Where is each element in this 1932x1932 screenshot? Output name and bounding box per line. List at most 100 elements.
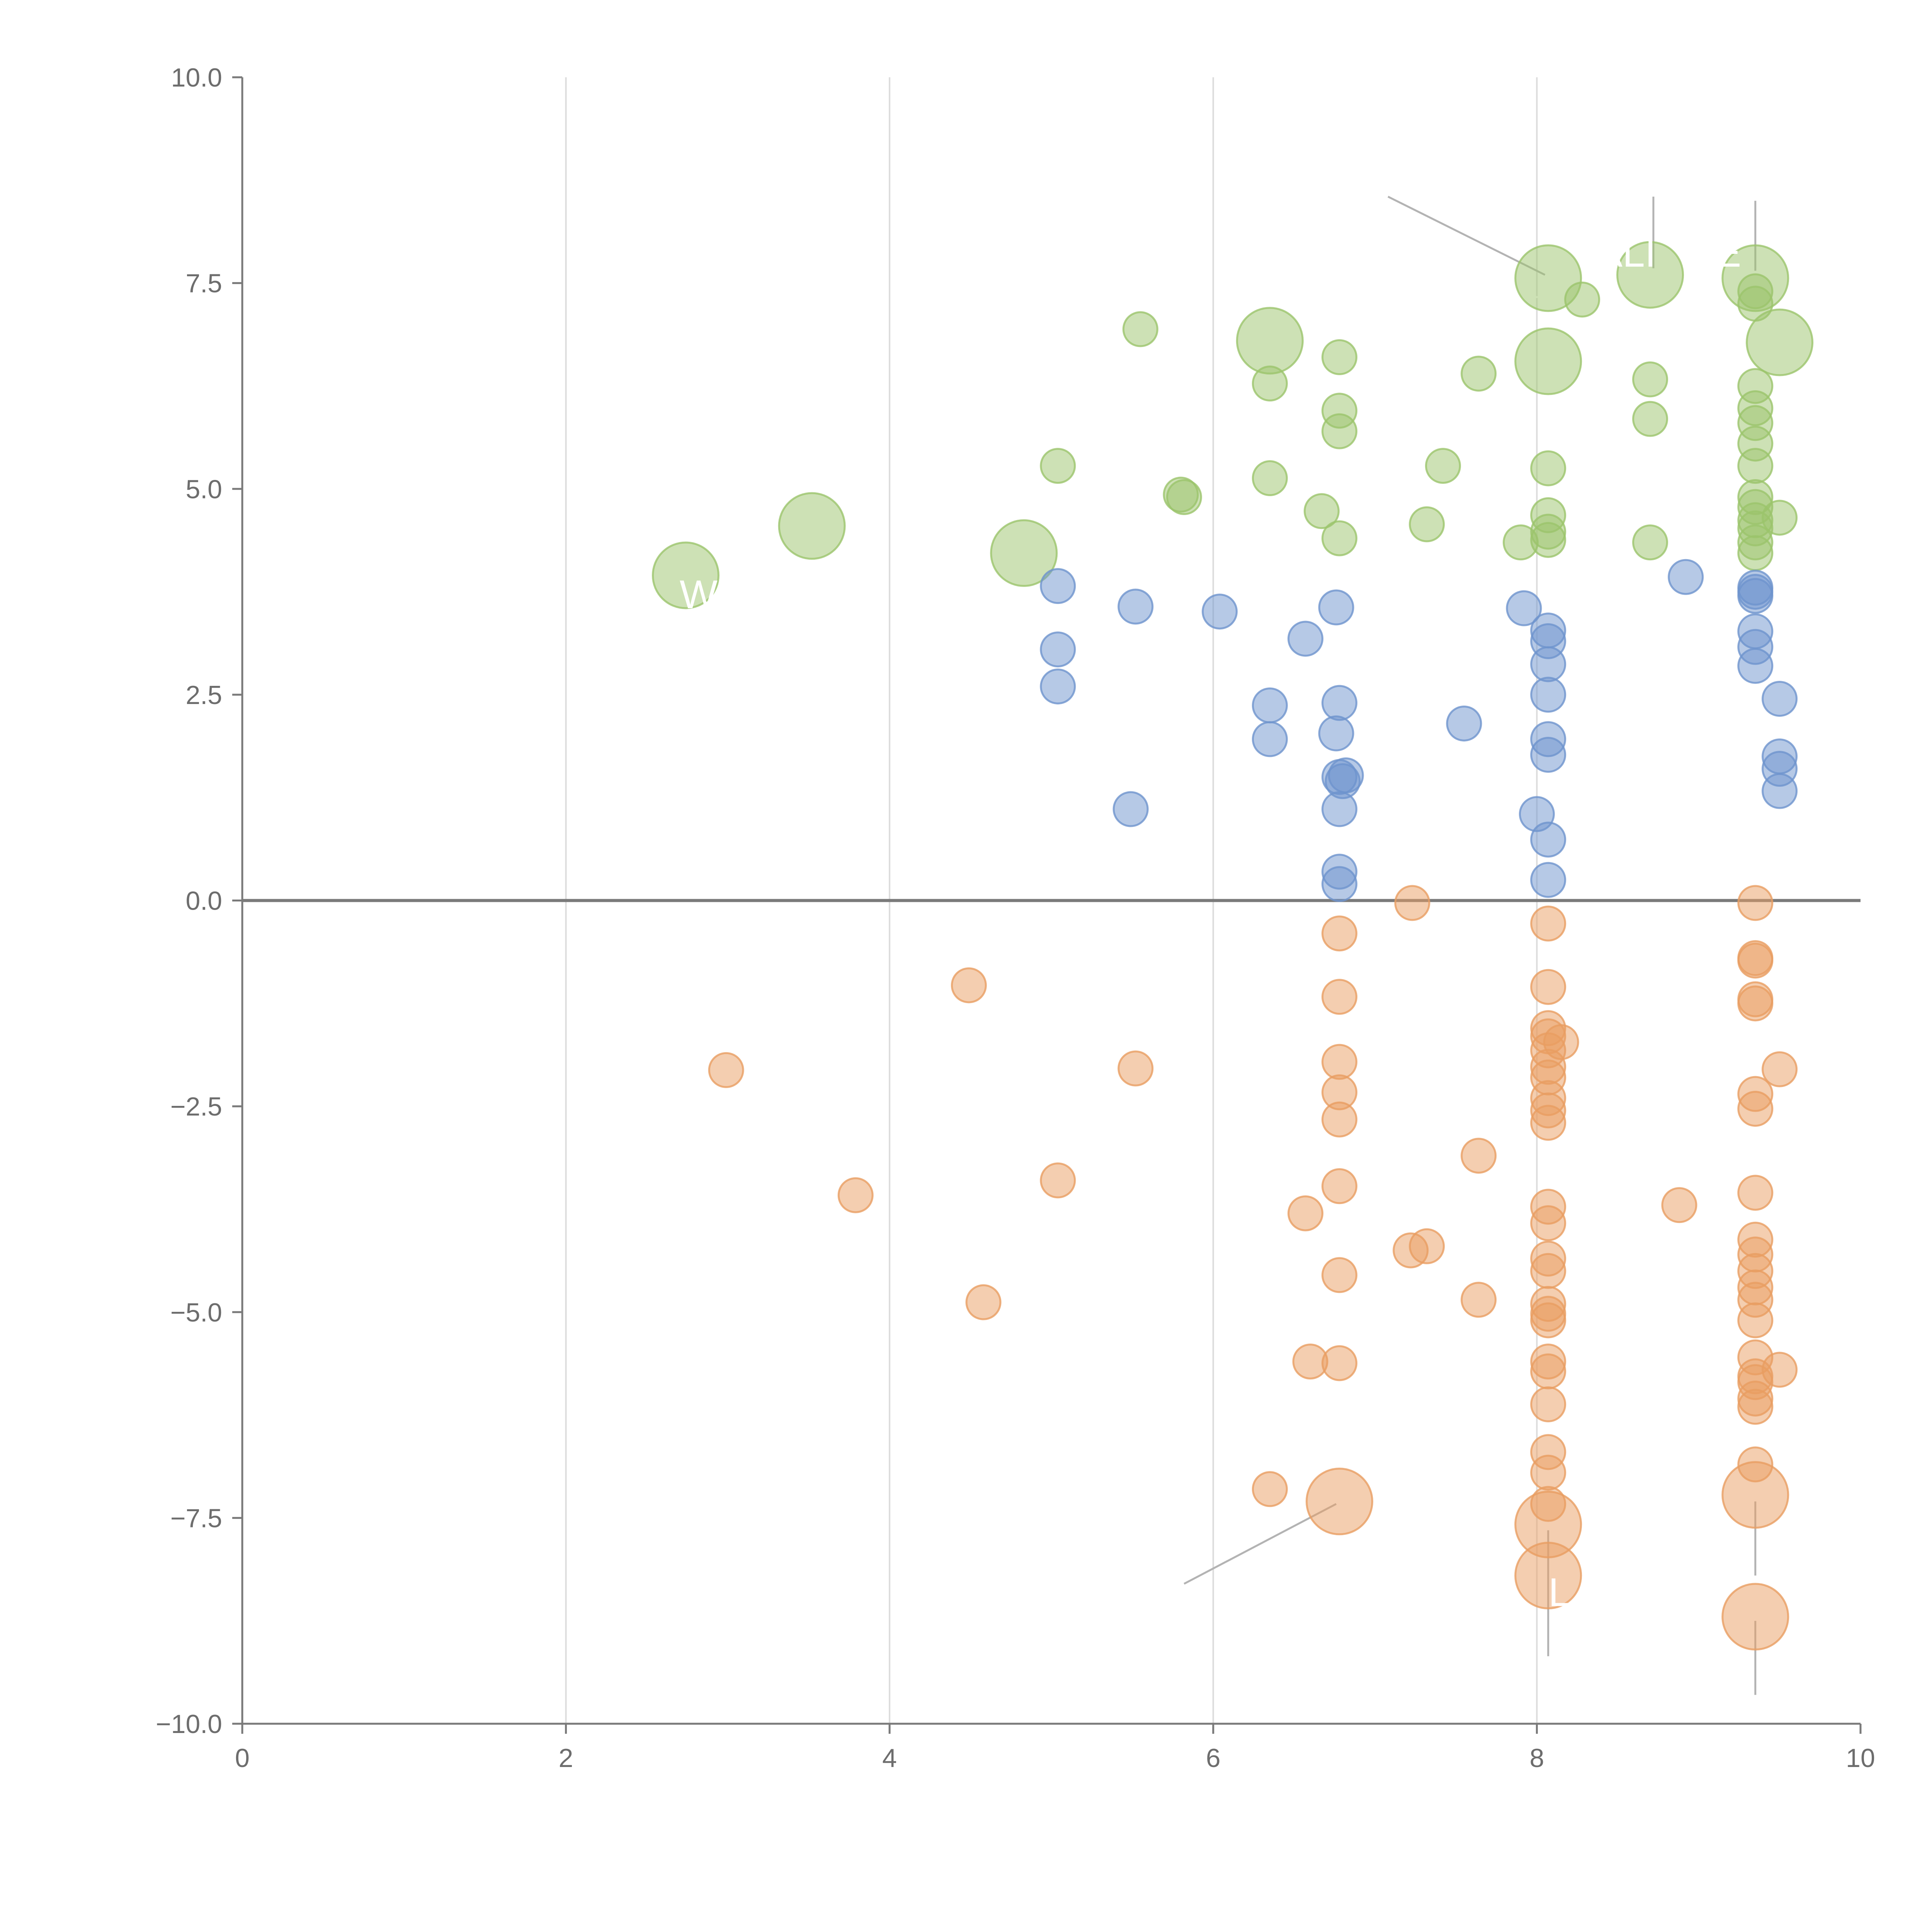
data-point [1461,1282,1497,1318]
data-point [1040,568,1076,604]
data-point [1252,366,1288,402]
data-point [1737,535,1774,571]
data-point [1737,1175,1774,1211]
data-point [1318,589,1354,626]
data-point [1530,1386,1566,1422]
data-point [1321,1044,1357,1080]
data-point [1762,773,1798,809]
data-point [1737,1302,1774,1338]
data-point [1446,705,1482,742]
data-point [837,1177,874,1213]
data-point [1409,506,1445,543]
data-point [965,1284,1002,1320]
x-tick-label: 8 [1529,1743,1544,1773]
data-point [1530,969,1566,1005]
data-point [1394,885,1430,921]
data-point [1530,1454,1566,1491]
data-point [1616,241,1684,309]
data-point [1530,677,1566,713]
data-point [1305,1468,1373,1536]
y-tick-label: −7.5 [170,1503,222,1533]
data-point [1040,1162,1076,1199]
data-point [1762,500,1798,536]
data-point [1632,401,1668,437]
data-point [1321,413,1357,449]
data-point [1543,1024,1579,1060]
data-point [1321,915,1357,952]
data-point [1321,339,1357,375]
data-point [1762,681,1798,717]
data-point [1112,791,1149,827]
data-point [1040,668,1076,705]
x-tick-label: 2 [559,1743,573,1773]
data-point [1530,522,1566,558]
data-point [1564,281,1600,318]
y-tick-label: −10.0 [156,1709,222,1739]
annotation-label: W [680,572,718,617]
x-tick-label: 10 [1846,1743,1875,1773]
data-point [1737,448,1774,484]
data-point [1321,1168,1357,1204]
data-point [1530,1205,1566,1242]
data-point [1166,479,1202,515]
x-tick-label: 6 [1206,1743,1221,1773]
data-point [1530,1105,1566,1141]
y-tick-label: 10.0 [171,63,222,92]
data-point [1530,736,1566,773]
data-points [652,241,1814,1651]
data-point [1252,460,1288,497]
data-point [1530,646,1566,682]
data-point [1746,308,1814,376]
data-point [1287,621,1324,657]
data-point [1721,1461,1789,1529]
y-tick-label: −2.5 [170,1092,222,1121]
data-point [1530,1253,1566,1289]
data-point [1737,885,1774,921]
data-point [1321,1101,1357,1138]
data-point [1236,307,1304,375]
data-point [1737,648,1774,684]
x-tick-label: 4 [882,1743,897,1773]
series-blue [1040,559,1798,902]
annotation-label: ALI [1596,231,1656,276]
data-point [1530,862,1566,898]
data-point [1117,588,1154,625]
data-point [652,541,720,609]
data-point [1461,355,1497,392]
data-point [1321,979,1357,1015]
data-point [1668,559,1704,595]
data-point [1737,578,1774,614]
data-point [1321,520,1357,556]
data-point [1040,631,1076,668]
data-point [1661,1187,1697,1223]
annotations: ALI E L W [680,231,1741,1615]
data-point [1737,942,1774,979]
data-point [778,492,846,560]
data-point [1425,448,1461,484]
data-point [1040,448,1076,484]
y-tick-label: 5.0 [185,474,222,504]
data-point [1632,361,1668,398]
data-point [1318,715,1354,752]
data-point [1530,1353,1566,1389]
data-point [1530,450,1566,486]
data-point [1632,524,1668,561]
y-tick-label: 7.5 [185,269,222,298]
data-point [1252,687,1288,724]
data-point [1461,1138,1497,1174]
annotation-label: E [1714,231,1741,276]
data-point [1321,1257,1357,1293]
data-point [1721,1583,1789,1651]
data-point [1737,286,1774,322]
data-point [1321,866,1357,902]
x-axis-ticks: 0 2 4 6 8 10 [235,1724,1875,1773]
data-point [1506,590,1542,626]
data-point [708,1052,744,1088]
data-point [1737,985,1774,1022]
x-tick-label: 0 [235,1743,250,1773]
data-point [1287,1195,1324,1231]
y-tick-label: 2.5 [185,680,222,710]
annotation-label: L [1548,1570,1571,1615]
data-point [1514,1542,1582,1610]
data-point [1530,821,1566,858]
